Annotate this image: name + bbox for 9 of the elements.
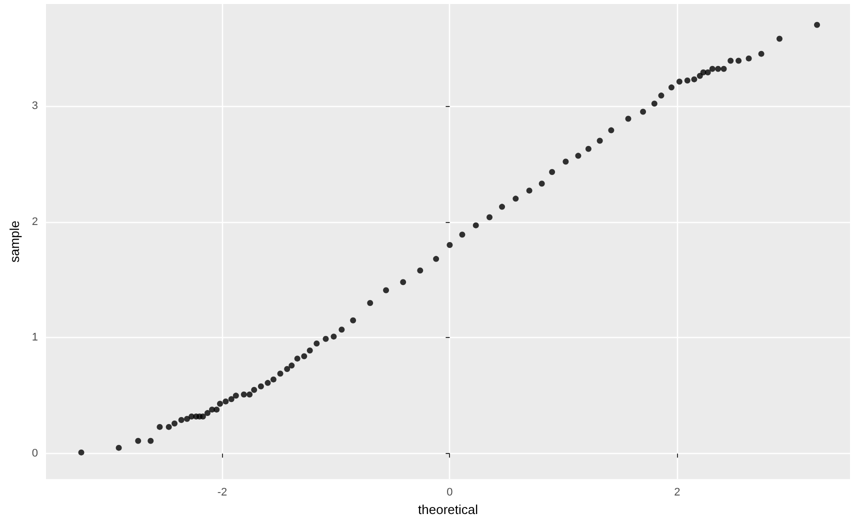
y-tick-label: 1: [32, 332, 38, 344]
x-tick-label: 2: [674, 486, 680, 499]
y-axis-title: sample: [7, 220, 22, 263]
x-tick-label: -2: [217, 486, 228, 499]
x-tick-label: 0: [446, 486, 453, 499]
y-tick-label: 3: [32, 100, 38, 112]
y-tick-label: 2: [32, 216, 38, 228]
y-tick-label: 0: [32, 448, 38, 460]
x-axis-title: theoretical: [418, 502, 478, 517]
